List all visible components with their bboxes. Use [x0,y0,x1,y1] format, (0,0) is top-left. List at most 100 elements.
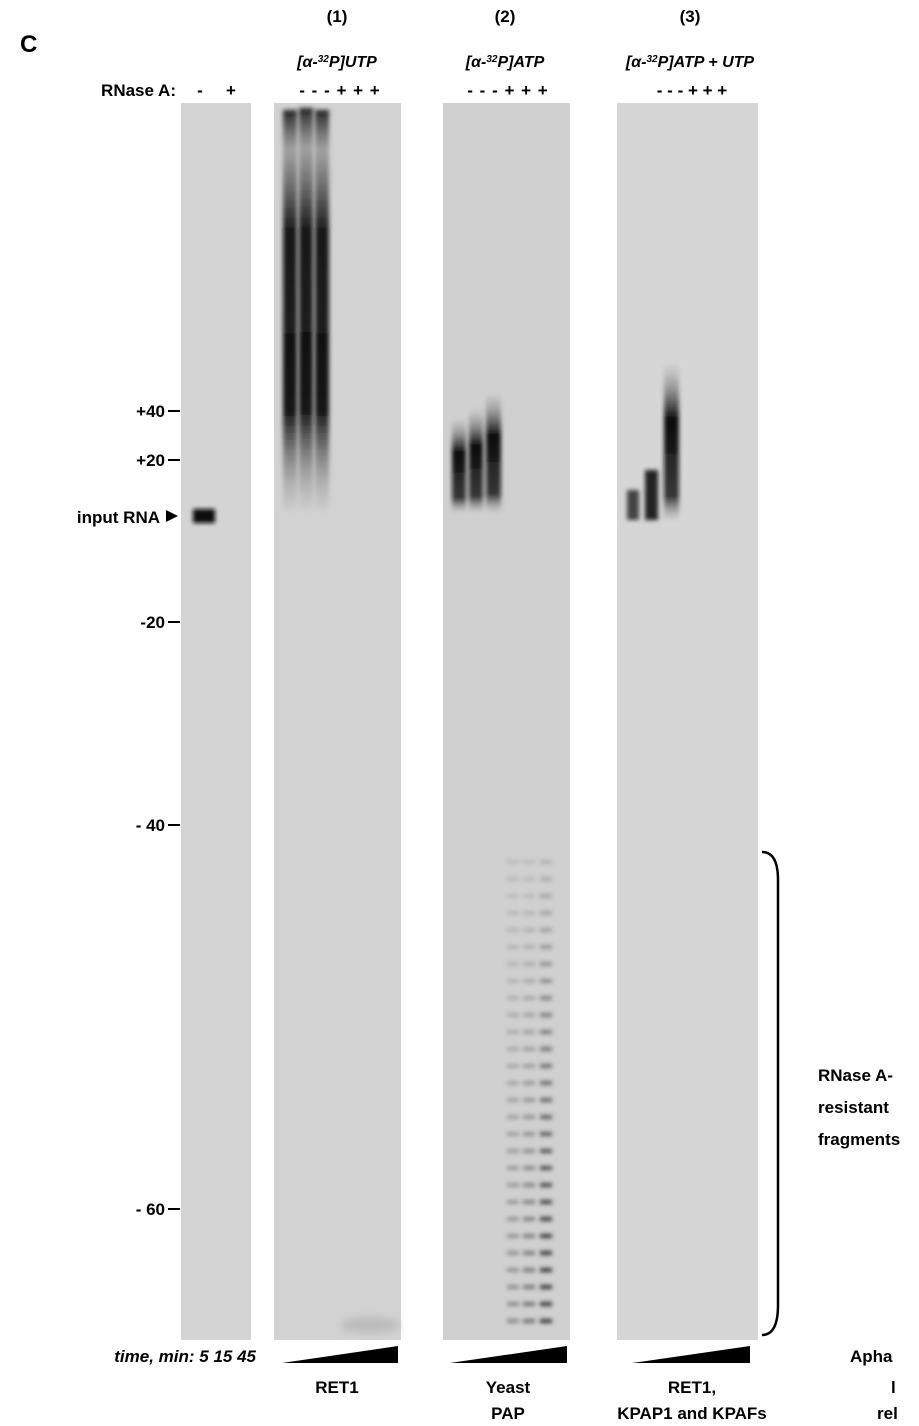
ladder-band [523,1081,535,1085]
lane-signs: - - - + + + [299,81,380,100]
marker-label: +40 [136,402,165,421]
ladder-band [540,1319,552,1323]
ladder-band [540,1081,552,1085]
ladder-band [507,1115,519,1119]
substrate-suffix: P]ATP [497,54,544,71]
ladder-band [523,1200,535,1204]
enzyme-label: PAP [491,1404,525,1423]
ladder-band [540,1064,552,1068]
bracket-label: RNase A- [818,1066,893,1085]
bracket-label: fragments [818,1130,900,1149]
time-label: time, min: 5 15 45 [114,1347,256,1366]
ladder-band [523,877,535,881]
ladder-band [507,860,519,864]
substrate: [α-32P]UTP [296,54,377,71]
panel-label: C [20,31,37,58]
ladder-band [540,1030,552,1034]
ladder-band [523,1302,535,1306]
lane-sign: + [226,81,236,100]
ladder-band [523,1132,535,1136]
marker-label: -20 [140,613,165,632]
ladder-band [523,1115,535,1119]
ladder-band [523,962,535,966]
ladder-band [523,1013,535,1017]
reaction-number: (3) [680,7,701,26]
ladder-band [540,1149,552,1153]
ladder-band [540,1132,552,1136]
ladder-band [507,1166,519,1170]
substrate-sup: 32 [486,54,498,65]
ladder-band [523,1064,535,1068]
ladder-band [507,1200,519,1204]
ladder-band [540,1166,552,1170]
substrate-suffix: P]ATP + UTP [658,54,755,71]
ladder-band [507,1013,519,1017]
ladder-band [523,1319,535,1323]
ladder-band [523,860,535,864]
ladder-band [523,1166,535,1170]
marker-label: input RNA [77,508,160,527]
enzyme-label: RET1, [668,1378,716,1397]
ladder-band [523,1030,535,1034]
substrate: [α-32P]ATP + UTP [625,54,754,71]
ladder-band [540,1200,552,1204]
ladder-band [507,894,519,898]
bracket-label: resistant [818,1098,889,1117]
ladder-band [507,979,519,983]
bracket [761,850,780,1337]
ladder-band [507,996,519,1000]
ladder-band [523,1251,535,1255]
cropped-text: l [891,1378,896,1397]
ladder-band [507,877,519,881]
ladder-band [540,1234,552,1238]
reaction-number: (1) [327,7,348,26]
ladder-band [507,928,519,932]
marker-label: - 40 [136,816,165,835]
substrate-sup: 32 [647,54,659,65]
ladder-band [507,1234,519,1238]
reaction-number: (2) [495,7,516,26]
ladder-band [540,911,552,915]
enzyme-label: Yeast [486,1378,531,1397]
ladder-band [540,1013,552,1017]
ladder-band [523,979,535,983]
cropped-text: rel [877,1404,898,1423]
ladder-band [523,996,535,1000]
cropped-text: Apha [850,1347,893,1366]
ladder-band [540,894,552,898]
enzyme-label: RET1 [315,1378,358,1397]
ladder-band [540,962,552,966]
wedge [450,1346,567,1363]
substrate-prefix: [α- [465,54,487,71]
ladder-band [507,1268,519,1272]
ladder-band [540,945,552,949]
ladder-band [540,1047,552,1051]
marker-ticks [168,410,180,1210]
substrate-prefix: [α- [625,54,647,71]
marker-label: +20 [136,451,165,470]
lane-signs: - - - + + + [467,81,548,100]
ladder-band [507,1064,519,1068]
marker-label: - 60 [136,1200,165,1219]
gel-panel [181,103,251,1340]
substrate: [α-32P]ATP [465,54,545,71]
ladder-band [523,1149,535,1153]
rnase-label: RNase A: [101,81,176,100]
ladder-band [523,911,535,915]
ladder-band [540,1302,552,1306]
enzyme-label: KPAP1 and KPAFs [617,1404,767,1423]
arrowhead [166,510,178,522]
ladder-band [540,1217,552,1221]
ladder-band [523,1047,535,1051]
ladder-band [540,979,552,983]
ladder-band [540,1268,552,1272]
ladder-band [523,894,535,898]
gel-panel [617,103,758,1340]
lane-signs: - - - + + + [657,81,727,100]
ladder-band [540,1098,552,1102]
substrate-suffix: P]UTP [329,54,377,71]
ladder-band [507,1217,519,1221]
ladder-band [507,1098,519,1102]
ladder-band [540,1115,552,1119]
ladder-band [507,962,519,966]
